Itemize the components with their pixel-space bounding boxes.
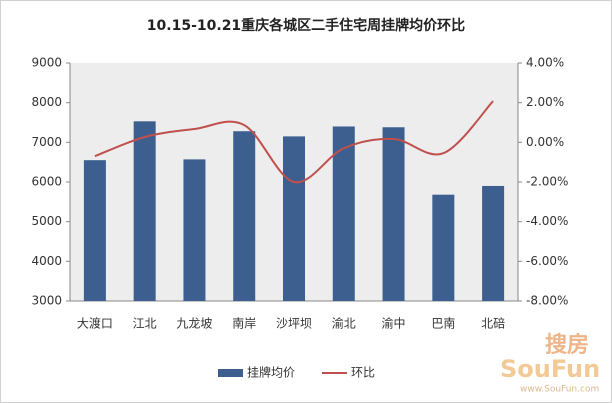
bar [432, 194, 455, 301]
x-tick-label: 沙坪坝 [276, 317, 312, 331]
y-tick-label: 7000 [31, 135, 62, 149]
bar [283, 136, 305, 301]
line [94, 100, 494, 184]
bar [83, 160, 106, 301]
y2-tick-label: -6.00% [526, 254, 568, 268]
y-tick-label: 9000 [31, 56, 62, 70]
y2-tick-label: -8.00% [526, 294, 568, 308]
y-tick-label: 3000 [31, 294, 62, 308]
y-tick-label: 4000 [31, 254, 62, 268]
y2-tick-label: -4.00% [526, 214, 568, 228]
watermark-cn: 搜房 [545, 332, 589, 358]
chart-title: 10.15-10.21重庆各城区二手住宅周挂牌均价环比 [147, 17, 465, 34]
y-tick-label: 6000 [31, 175, 62, 189]
legend-label: 环比 [351, 366, 375, 380]
x-tick-label: 大渡口 [77, 316, 113, 331]
watermark: 搜房 SouFun www.SouFun.com [500, 332, 600, 395]
watermark-url: www.SouFun.com [520, 385, 599, 395]
legend-label: 挂牌均价 [247, 366, 295, 380]
bar [183, 159, 206, 301]
x-tick-label: 九龙坡 [176, 317, 212, 331]
x-tick-label: 渝北 [332, 316, 356, 331]
bar [482, 185, 505, 301]
x-tick-label: 北碚 [481, 316, 505, 331]
x-tick-label: 巴南 [431, 316, 455, 331]
bar [133, 121, 156, 301]
bar [233, 131, 256, 301]
watermark-en: SouFun [500, 355, 600, 383]
legend-swatch [218, 369, 243, 377]
x-tick-label: 渝中 [382, 316, 406, 331]
bar [332, 126, 355, 301]
y-tick-label: 8000 [31, 95, 62, 109]
y2-tick-label: -2.00% [526, 175, 568, 189]
y2-tick-label: 2.00% [526, 95, 564, 109]
x-tick-label: 江北 [133, 317, 157, 331]
y2-tick-label: 0.00% [526, 135, 564, 149]
y2-tick-label: 4.00% [526, 56, 564, 70]
y-tick-label: 5000 [31, 214, 62, 228]
bar [382, 127, 405, 301]
x-tick-label: 南岸 [232, 316, 256, 331]
